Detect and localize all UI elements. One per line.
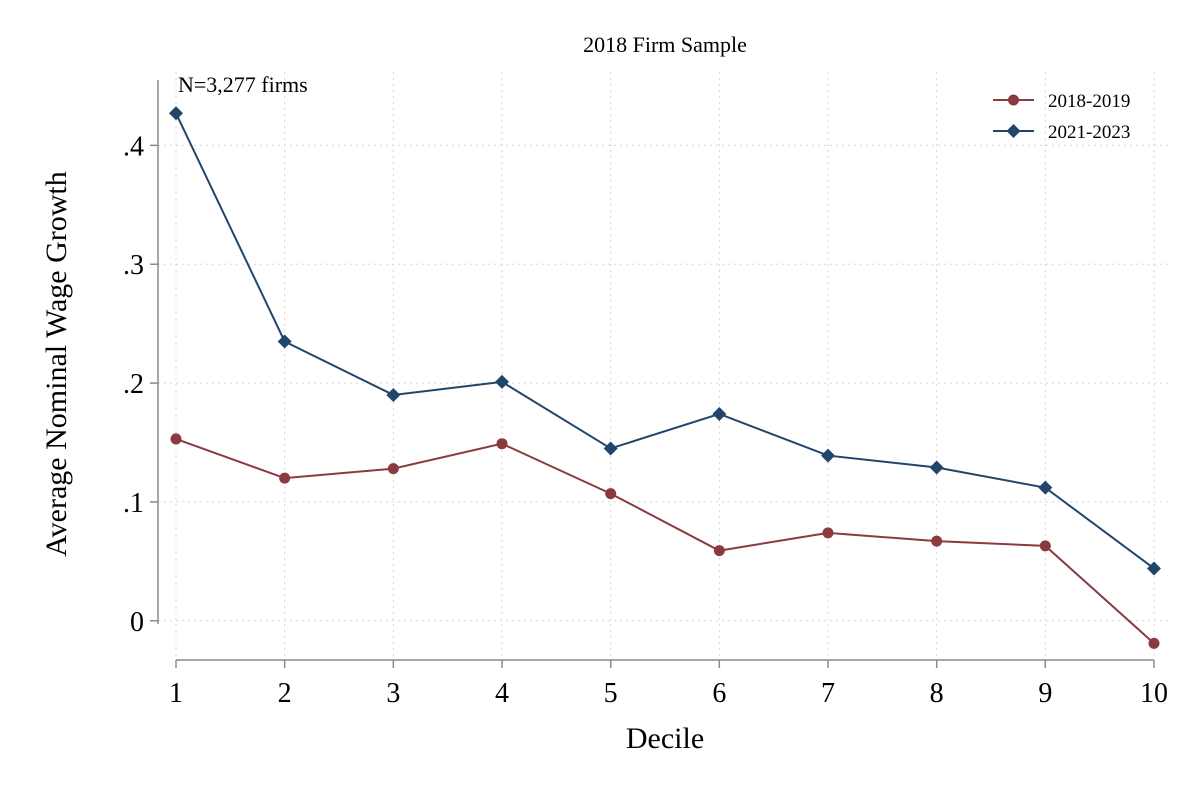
data-point (387, 463, 399, 475)
grid-lines (158, 72, 1170, 660)
y-tick-label: .3 (123, 250, 144, 281)
y-tick-label: .4 (123, 131, 144, 162)
data-point (277, 334, 292, 349)
series-lines (169, 106, 1161, 649)
axes: 0 .1 .2 .3 .4 1 2 3 4 5 6 7 8 9 10 (123, 80, 1168, 709)
legend: 2018-2019 2021-2023 (993, 91, 1130, 143)
x-tick-label: 3 (386, 678, 400, 709)
data-point (495, 374, 509, 389)
x-axis-label: Decile (626, 722, 704, 755)
data-point (1038, 480, 1053, 495)
x-tick-label: 2 (278, 678, 292, 709)
x-tick-label: 8 (930, 678, 944, 709)
legend-item: 2021-2023 (993, 122, 1130, 143)
legend-label: 2018-2019 (1048, 91, 1130, 112)
x-tick-label: 10 (1140, 678, 1168, 709)
legend-label: 2021-2023 (1048, 122, 1130, 143)
x-tick-label: 1 (169, 678, 183, 709)
series-2021-2023 (169, 106, 1161, 576)
data-point (821, 448, 835, 463)
series-2018-2019 (170, 433, 1160, 649)
data-point (931, 535, 943, 547)
data-point (496, 438, 508, 450)
data-point (1147, 561, 1161, 576)
data-point (170, 433, 182, 445)
y-tick-label: .2 (123, 369, 144, 400)
data-point (929, 460, 944, 475)
x-tick-label: 6 (712, 678, 726, 709)
data-point (713, 545, 725, 557)
data-point (603, 441, 618, 456)
y-tick-label: 0 (130, 607, 144, 638)
data-point (1039, 540, 1051, 552)
data-point (605, 488, 617, 500)
x-tick-label: 5 (604, 678, 618, 709)
legend-marker (1006, 124, 1021, 138)
series-line (175, 437, 1155, 645)
x-tick-label: 4 (495, 678, 509, 709)
data-point (1148, 637, 1160, 649)
y-tick-label: .1 (123, 488, 144, 519)
data-point (822, 527, 834, 539)
series-line (175, 112, 1155, 570)
data-point (279, 472, 291, 484)
sample-size-annotation: N=3,277 firms (178, 72, 308, 97)
x-tick-label: 9 (1038, 678, 1052, 709)
legend-marker (1008, 94, 1019, 106)
data-point (386, 387, 401, 402)
chart-title: 2018 Firm Sample (583, 32, 747, 57)
y-axis-label: Average Nominal Wage Growth (40, 171, 73, 557)
legend-item: 2018-2019 (993, 91, 1130, 112)
x-tick-label: 7 (821, 678, 835, 709)
data-point (169, 106, 183, 121)
data-point (712, 406, 727, 421)
